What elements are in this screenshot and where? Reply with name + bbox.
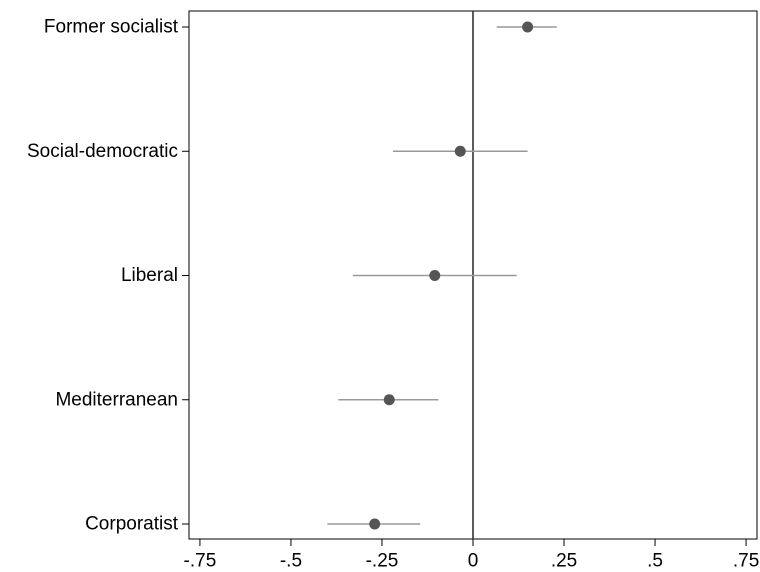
y-tick-label: Mediterranean (55, 389, 178, 410)
estimate-point (454, 145, 466, 157)
y-axis: Former socialist Social-democratic Liberal… (27, 17, 189, 535)
x-tick-label: .75 (733, 551, 759, 572)
x-tick-label: -.25 (366, 551, 399, 572)
x-tick-label: .5 (647, 551, 663, 572)
y-tick-label: Social-democratic (27, 141, 178, 162)
x-tick-label: -.5 (280, 551, 302, 572)
y-tick-label: Former socialist (44, 17, 179, 38)
estimate-point (429, 270, 441, 281)
y-tick-label: Liberal (121, 265, 178, 286)
x-axis: -.75 -.5 -.25 0 .25 .5 .75 (184, 539, 759, 572)
x-tick-label: -.75 (184, 551, 217, 572)
estimate-point (383, 394, 395, 406)
estimate-point (369, 518, 381, 530)
estimate-point (522, 21, 534, 33)
y-tick-label: Corporatist (85, 514, 179, 535)
confidence-intervals (327, 26, 557, 525)
x-tick-label: .25 (551, 551, 577, 572)
x-tick-label: 0 (468, 551, 479, 572)
point-estimates (369, 21, 534, 530)
